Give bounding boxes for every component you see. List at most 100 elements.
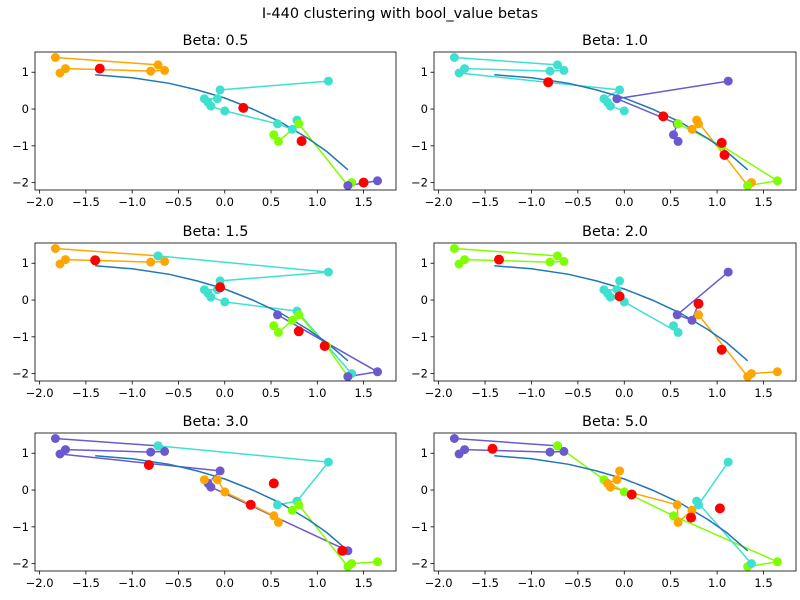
x-tick-label: −1.0 xyxy=(517,576,545,590)
cluster-point-orange xyxy=(160,65,170,75)
cluster-point-orange xyxy=(772,367,782,377)
y-tick-label: 1 xyxy=(22,65,29,79)
y-tick-label: 1 xyxy=(421,446,428,460)
y-tick-label: 0 xyxy=(22,102,29,116)
x-tick-label: −2.0 xyxy=(425,195,453,209)
cluster-point-orange xyxy=(55,68,65,78)
x-tick-label: 1.5 xyxy=(754,386,772,400)
cluster-line-orange xyxy=(697,314,778,378)
x-tick-label: −1.0 xyxy=(517,195,545,209)
cluster-point-orange xyxy=(153,60,163,70)
x-tick-label: −0.5 xyxy=(165,386,193,400)
subplot-5: Beta: 3.0 −2.0 −1.5 −1.0 −0.5 0.0 0.5 1.0 1.5 1 0… xyxy=(12,414,397,590)
x-tick-label: −1.0 xyxy=(118,386,146,400)
fitted-curve xyxy=(494,265,749,362)
y-tick-label: 1 xyxy=(22,446,29,460)
x-tick-label: 0.5 xyxy=(262,195,280,209)
cluster-point-orange xyxy=(687,124,697,134)
cluster-point-turquoise xyxy=(449,53,459,62)
cluster-point-orange xyxy=(673,517,683,527)
cluster-line-chartreuse xyxy=(291,504,378,568)
cluster-point-slateblue xyxy=(343,372,353,381)
x-tick-label: −1.5 xyxy=(471,576,499,590)
axes-frame xyxy=(34,51,397,191)
y-tick-label: −2 xyxy=(12,557,29,571)
cluster-point-chartreuse xyxy=(294,119,304,129)
cluster-point-orange xyxy=(146,257,156,267)
cluster-point-slateblue xyxy=(672,310,682,320)
x-tick-label: 1.0 xyxy=(308,576,326,590)
cluster-point-turquoise xyxy=(323,267,333,277)
x-tick-label: −1.5 xyxy=(72,195,100,209)
cluster-point-turquoise xyxy=(545,66,555,76)
cluster-point-slateblue xyxy=(55,449,65,459)
subplot-title: Beta: 1.5 xyxy=(183,224,249,240)
fitted-curve xyxy=(95,265,349,362)
cluster-line-turquoise xyxy=(695,461,752,565)
y-tick-label: 1 xyxy=(421,256,428,270)
x-tick-label: −0.5 xyxy=(564,386,592,400)
x-tick-label: −1.5 xyxy=(72,576,100,590)
cluster-point-chartreuse xyxy=(294,310,304,320)
subplot-4: Beta: 2.0 −2.0 −1.5 −1.0 −0.5 0.0 0.5 1.0 1.5 1 0… xyxy=(411,224,797,400)
cluster-point-orange xyxy=(687,505,697,515)
subplot-title: Beta: 5.0 xyxy=(582,414,648,430)
cluster-point-orange xyxy=(160,256,170,266)
x-tick-label: −2.0 xyxy=(26,195,54,209)
centroid-point xyxy=(215,282,226,293)
cluster-point-chartreuse xyxy=(619,487,629,497)
y-tick-label: 0 xyxy=(22,293,29,307)
cluster-point-orange xyxy=(273,517,283,527)
x-tick-label: −0.5 xyxy=(564,576,592,590)
cluster-point-turquoise xyxy=(673,327,683,337)
centroid-point xyxy=(296,136,307,147)
x-tick-label: −0.5 xyxy=(165,576,193,590)
cluster-line-chartreuse xyxy=(273,123,353,187)
x-tick-label: 1.0 xyxy=(708,386,726,400)
cluster-line-turquoise xyxy=(454,56,625,112)
x-tick-label: 0.0 xyxy=(216,576,234,590)
cluster-point-turquoise xyxy=(615,85,625,95)
subplot-6: Beta: 5.0 −2.0 −1.5 −1.0 −0.5 0.0 0.5 1.0 1.5 1 0… xyxy=(411,414,797,590)
x-tick-label: −2.0 xyxy=(425,576,453,590)
cluster-point-turquoise xyxy=(215,85,225,95)
cluster-point-slateblue xyxy=(146,447,156,457)
cluster-point-turquoise xyxy=(619,106,629,116)
cluster-point-chartreuse xyxy=(553,251,562,261)
cluster-point-orange xyxy=(746,369,756,379)
cluster-point-turquoise xyxy=(559,65,569,75)
x-tick-label: −0.5 xyxy=(564,195,592,209)
cluster-point-turquoise xyxy=(220,106,230,116)
cluster-point-turquoise xyxy=(206,101,216,111)
x-tick-label: 0.5 xyxy=(262,386,280,400)
cluster-point-chartreuse xyxy=(772,557,782,567)
cluster-point-chartreuse xyxy=(669,511,678,521)
cluster-point-turquoise xyxy=(153,251,163,261)
x-tick-label: 1.0 xyxy=(308,386,326,400)
cluster-point-chartreuse xyxy=(294,500,304,510)
subplot-title: Beta: 0.5 xyxy=(183,33,249,49)
cluster-point-chartreuse xyxy=(553,441,562,451)
centroid-point xyxy=(337,545,348,556)
cluster-point-chartreuse xyxy=(269,321,279,331)
x-tick-label: −1.5 xyxy=(72,386,100,400)
cluster-point-slateblue xyxy=(215,466,225,476)
cluster-point-orange xyxy=(694,310,703,320)
cluster-point-turquoise xyxy=(615,276,625,286)
cluster-point-slateblue xyxy=(723,76,733,86)
axes-frame xyxy=(34,432,397,572)
cluster-point-slateblue xyxy=(273,310,282,320)
cluster-point-orange xyxy=(50,244,60,253)
subplot-title: Beta: 2.0 xyxy=(582,224,648,240)
cluster-point-chartreuse xyxy=(287,315,297,325)
cluster-line-chartreuse xyxy=(273,314,349,378)
x-tick-label: −2.0 xyxy=(26,576,54,590)
cluster-point-chartreuse xyxy=(772,176,782,186)
cluster-point-orange xyxy=(50,53,60,62)
centroid-point xyxy=(245,499,256,510)
subplot-3: Beta: 1.5 −2.0 −1.5 −1.0 −0.5 0.0 0.5 1.0 1.5 1 0… xyxy=(12,224,397,400)
cluster-point-orange xyxy=(146,66,156,76)
centroid-point xyxy=(658,111,669,122)
y-tick-label: −2 xyxy=(411,367,428,381)
centroid-point xyxy=(693,298,704,309)
